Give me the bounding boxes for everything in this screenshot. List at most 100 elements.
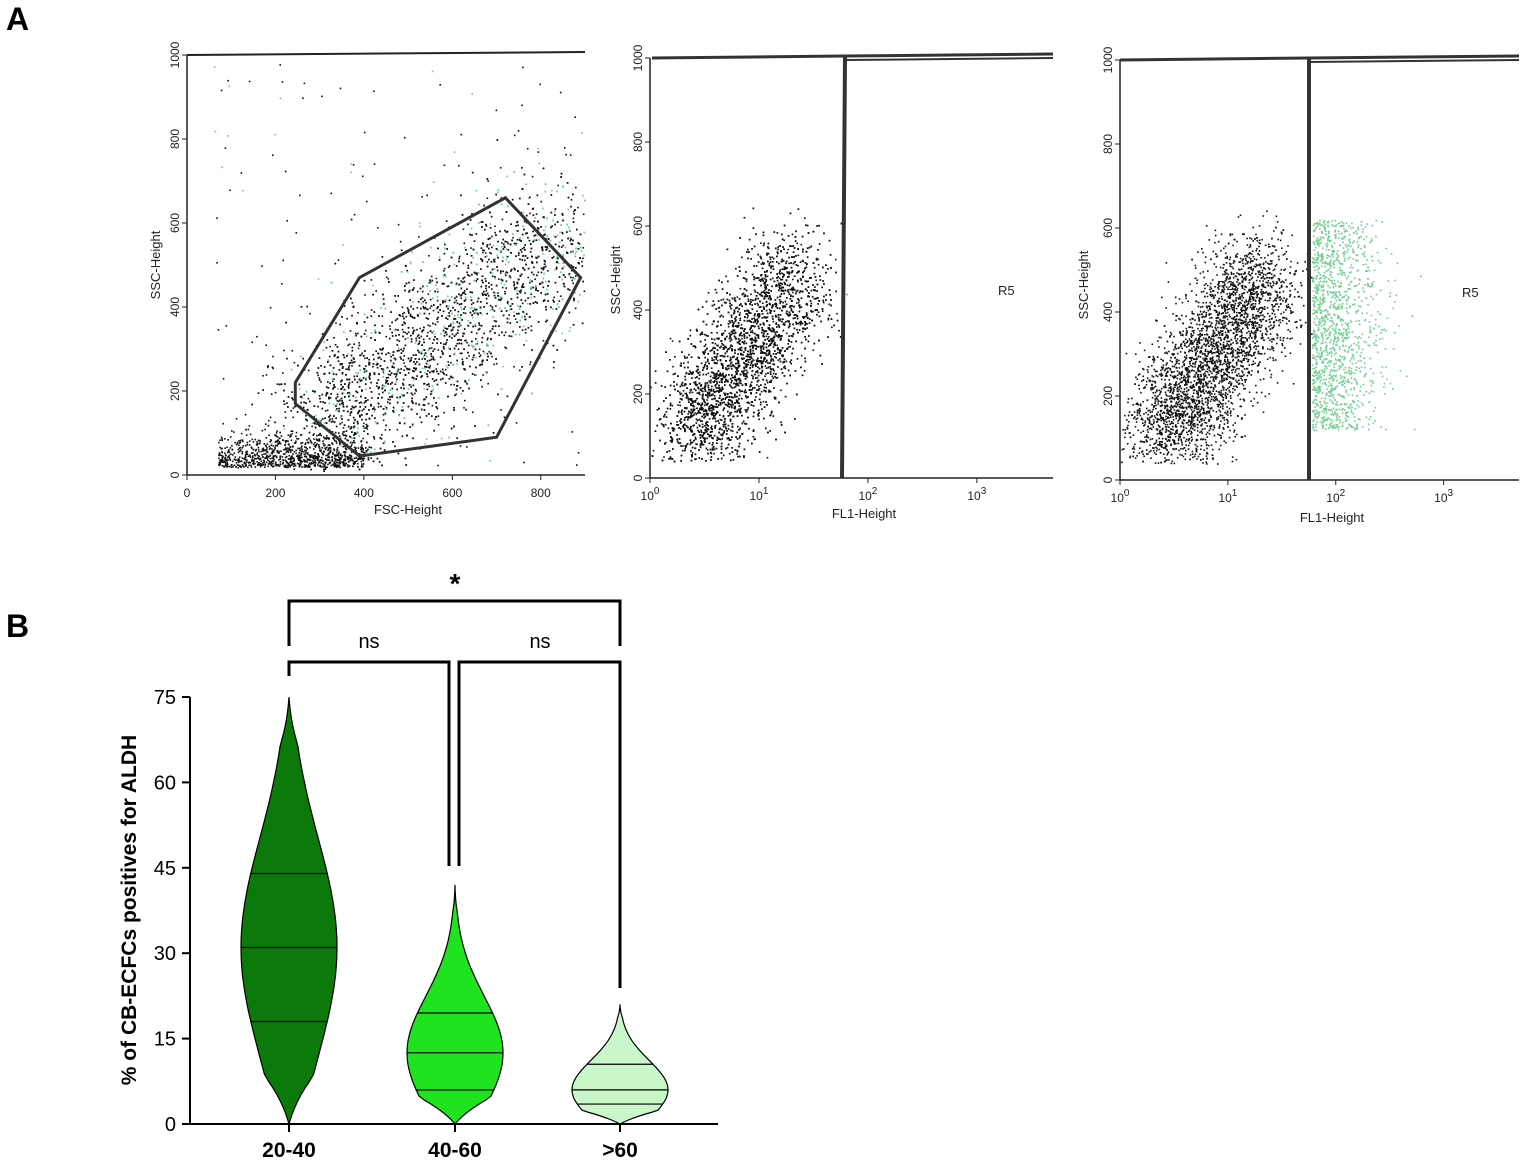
event-dot (264, 457, 266, 460)
event-dot (347, 410, 349, 413)
event-dot (224, 454, 227, 456)
event-dot (377, 402, 380, 405)
event-dot (463, 300, 466, 302)
event-dot (390, 360, 392, 363)
event-dot (245, 465, 247, 467)
event-dot (397, 370, 400, 372)
event-dot (519, 197, 521, 200)
event-dot (283, 389, 285, 392)
event-dot (366, 316, 369, 319)
event-dot (433, 429, 435, 432)
event-dot (252, 441, 255, 443)
event-dot (237, 464, 240, 466)
event-dot (257, 448, 260, 451)
event-dot (515, 244, 517, 246)
event-dot (249, 433, 252, 436)
event-dot (327, 359, 330, 361)
event-dot (382, 413, 385, 416)
event-dot (554, 210, 556, 213)
event-dot (258, 461, 260, 464)
event-dot (342, 404, 344, 406)
event-dot (389, 396, 391, 398)
event-dot (460, 306, 462, 308)
event-dot (503, 245, 506, 248)
event-dot (374, 417, 376, 419)
event-dot (497, 393, 499, 396)
event-dot (281, 456, 284, 458)
event-dot (429, 290, 431, 292)
event-dot (567, 208, 569, 211)
event-dot (418, 351, 420, 354)
event-dot (514, 268, 516, 271)
event-dot (367, 433, 369, 435)
event-dot (353, 432, 356, 435)
event-dot (530, 296, 532, 299)
event-dot (493, 320, 496, 322)
event-dot (396, 370, 399, 373)
event-dot (244, 444, 247, 447)
event-dot (279, 442, 282, 445)
event-dot (433, 380, 436, 382)
event-dot (431, 378, 434, 380)
event-dot (355, 405, 357, 408)
event-dot (455, 282, 458, 285)
event-dot (448, 335, 451, 338)
event-dot (535, 287, 537, 290)
event-dot (402, 350, 404, 352)
event-dot (423, 307, 426, 310)
event-dot (426, 355, 428, 358)
panel-b-label: B (6, 608, 29, 644)
event-dot (513, 283, 516, 285)
event-dot (366, 441, 368, 444)
event-dot (286, 357, 288, 360)
event-dot (506, 302, 509, 304)
event-dot (524, 249, 526, 251)
scatter-events (213, 64, 586, 472)
event-dot (500, 251, 502, 253)
event-dot (309, 465, 311, 468)
event-dot (485, 285, 487, 287)
event-dot (433, 304, 435, 306)
event-dot (384, 440, 386, 443)
event-dot (569, 236, 571, 239)
event-dot (433, 333, 436, 335)
event-dot (353, 457, 356, 460)
event-dot (360, 335, 363, 338)
event-dot (567, 288, 569, 290)
event-dot (435, 379, 438, 381)
event-dot (318, 447, 321, 449)
event-dot (416, 307, 419, 309)
event-dot (542, 339, 545, 342)
event-dot (424, 358, 426, 360)
event-dot (428, 367, 431, 369)
event-dot (351, 302, 354, 304)
event-dot (327, 444, 330, 446)
event-dot (570, 264, 572, 267)
event-dot (409, 313, 412, 316)
event-dot (558, 241, 561, 243)
event-dot (317, 444, 320, 446)
event-dot (276, 440, 279, 443)
event-dot (338, 466, 340, 468)
event-dot (290, 464, 292, 467)
event-dot (289, 451, 292, 453)
event-dot (409, 315, 412, 317)
event-dot (505, 347, 508, 350)
event-dot (258, 450, 260, 453)
event-dot (543, 234, 545, 236)
event-dot (571, 279, 574, 282)
event-dot (555, 257, 558, 260)
event-dot (481, 259, 484, 261)
event-dot (521, 233, 524, 236)
event-dot (308, 431, 311, 434)
event-dot (469, 307, 472, 310)
event-dot (420, 298, 422, 300)
event-dot (470, 331, 473, 333)
event-dot (361, 390, 363, 392)
event-dot (326, 339, 329, 341)
event-dot (542, 286, 545, 289)
event-dot (273, 465, 275, 467)
event-dot (411, 251, 413, 253)
event-dot (273, 455, 275, 458)
event-dot (272, 449, 275, 452)
